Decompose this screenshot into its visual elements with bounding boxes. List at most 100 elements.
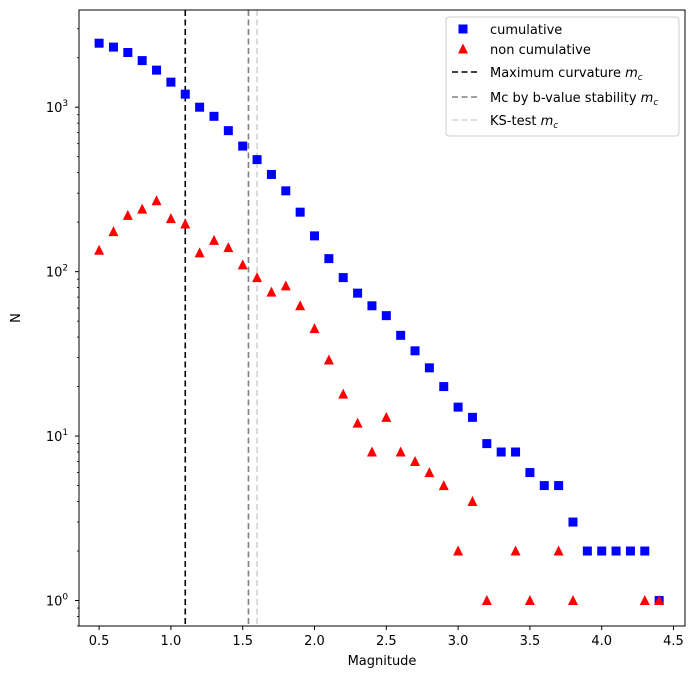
point-non-cumulative: [524, 595, 535, 606]
x-tick-label: 1.5: [232, 634, 253, 649]
point-non-cumulative: [122, 209, 133, 220]
legend-label: cumulative: [490, 23, 562, 38]
x-tick-label: 2.5: [376, 634, 397, 649]
point-non-cumulative: [410, 456, 421, 467]
point-cumulative: [180, 89, 190, 99]
point-non-cumulative: [352, 417, 363, 428]
y-tick-label: 103: [46, 99, 68, 116]
point-non-cumulative: [237, 259, 248, 270]
point-cumulative: [108, 42, 118, 52]
point-non-cumulative: [381, 411, 392, 422]
point-cumulative: [324, 254, 334, 264]
point-non-cumulative: [639, 595, 650, 606]
legend-label: Mc by b-value stability mc: [490, 91, 658, 108]
point-non-cumulative: [567, 595, 578, 606]
legend-label: Maximum curvature mc: [490, 66, 643, 83]
point-cumulative: [209, 111, 219, 121]
point-cumulative: [353, 288, 363, 298]
point-non-cumulative: [338, 388, 349, 399]
point-cumulative: [281, 186, 291, 196]
point-non-cumulative: [481, 595, 492, 606]
point-cumulative: [195, 102, 205, 112]
point-non-cumulative: [108, 226, 119, 237]
point-non-cumulative: [553, 545, 564, 556]
point-non-cumulative: [151, 195, 162, 206]
point-cumulative: [525, 468, 535, 478]
point-cumulative: [496, 447, 506, 457]
legend: cumulative non cumulative Maximum curvatur…: [445, 16, 680, 137]
y-tick-label: 102: [46, 264, 68, 281]
point-cumulative: [338, 273, 348, 283]
vertical-lines: [184, 10, 258, 626]
point-cumulative: [424, 363, 434, 373]
point-non-cumulative: [395, 446, 406, 457]
point-cumulative: [611, 546, 621, 556]
x-tick-label: 2.0: [304, 634, 325, 649]
x-tick-label: 3.0: [448, 634, 469, 649]
point-non-cumulative: [137, 203, 148, 214]
point-cumulative: [582, 546, 592, 556]
point-cumulative: [410, 346, 420, 356]
point-non-cumulative: [280, 280, 291, 291]
point-cumulative: [381, 311, 391, 321]
point-cumulative: [223, 126, 233, 136]
point-cumulative: [539, 481, 549, 491]
legend-label: non cumulative: [490, 43, 591, 58]
point-cumulative: [439, 382, 449, 392]
point-non-cumulative: [165, 213, 176, 224]
point-cumulative: [123, 48, 133, 58]
point-cumulative: [310, 231, 320, 241]
point-cumulative: [597, 546, 607, 556]
plot-frame: [78, 9, 686, 627]
point-non-cumulative: [266, 286, 277, 297]
point-cumulative: [367, 301, 377, 311]
point-cumulative: [640, 546, 650, 556]
point-cumulative: [453, 402, 463, 412]
legend-box: [445, 16, 680, 137]
point-cumulative: [625, 546, 635, 556]
point-non-cumulative: [467, 496, 478, 507]
point-non-cumulative: [180, 218, 191, 229]
point-cumulative: [554, 481, 564, 491]
x-axis-label: Magnitude: [348, 654, 417, 669]
point-cumulative: [137, 56, 147, 66]
data-points: [94, 38, 665, 606]
point-non-cumulative: [94, 244, 105, 255]
point-non-cumulative: [323, 354, 334, 365]
point-cumulative: [252, 155, 262, 165]
point-cumulative: [568, 517, 578, 527]
point-non-cumulative: [208, 234, 219, 245]
point-cumulative: [166, 77, 176, 87]
point-cumulative: [238, 141, 248, 151]
point-non-cumulative: [366, 446, 377, 457]
y-axis-label: N: [9, 313, 24, 323]
point-cumulative: [152, 65, 162, 75]
point-cumulative: [266, 169, 276, 179]
point-non-cumulative: [295, 300, 306, 311]
legend-marker-cumulative: [458, 24, 468, 34]
y-tick-label: 100: [46, 593, 69, 610]
point-non-cumulative: [654, 595, 665, 606]
point-non-cumulative: [252, 272, 263, 283]
y-tick-label: 101: [46, 428, 68, 445]
point-cumulative: [295, 207, 305, 217]
point-non-cumulative: [309, 323, 320, 334]
point-cumulative: [511, 447, 521, 457]
point-non-cumulative: [424, 467, 435, 478]
x-tick-label: 0.5: [89, 634, 110, 649]
x-tick-label: 1.0: [161, 634, 182, 649]
x-tick-label: 3.5: [520, 634, 541, 649]
legend-label: KS-test mc: [490, 114, 558, 131]
legend-marker-non-cumulative: [458, 43, 468, 54]
point-cumulative: [396, 330, 406, 340]
point-cumulative: [482, 439, 492, 449]
point-non-cumulative: [223, 242, 234, 253]
y-axis-ticks: 100 101 102 103: [46, 28, 79, 627]
x-tick-label: 4.5: [663, 634, 684, 649]
x-axis-ticks: 0.5 1.0 1.5 2.0 2.5 3.0 3.5 4.0 4.5: [89, 626, 684, 649]
point-non-cumulative: [194, 247, 205, 258]
point-cumulative: [94, 38, 104, 48]
point-non-cumulative: [453, 545, 464, 556]
point-cumulative: [467, 412, 477, 422]
